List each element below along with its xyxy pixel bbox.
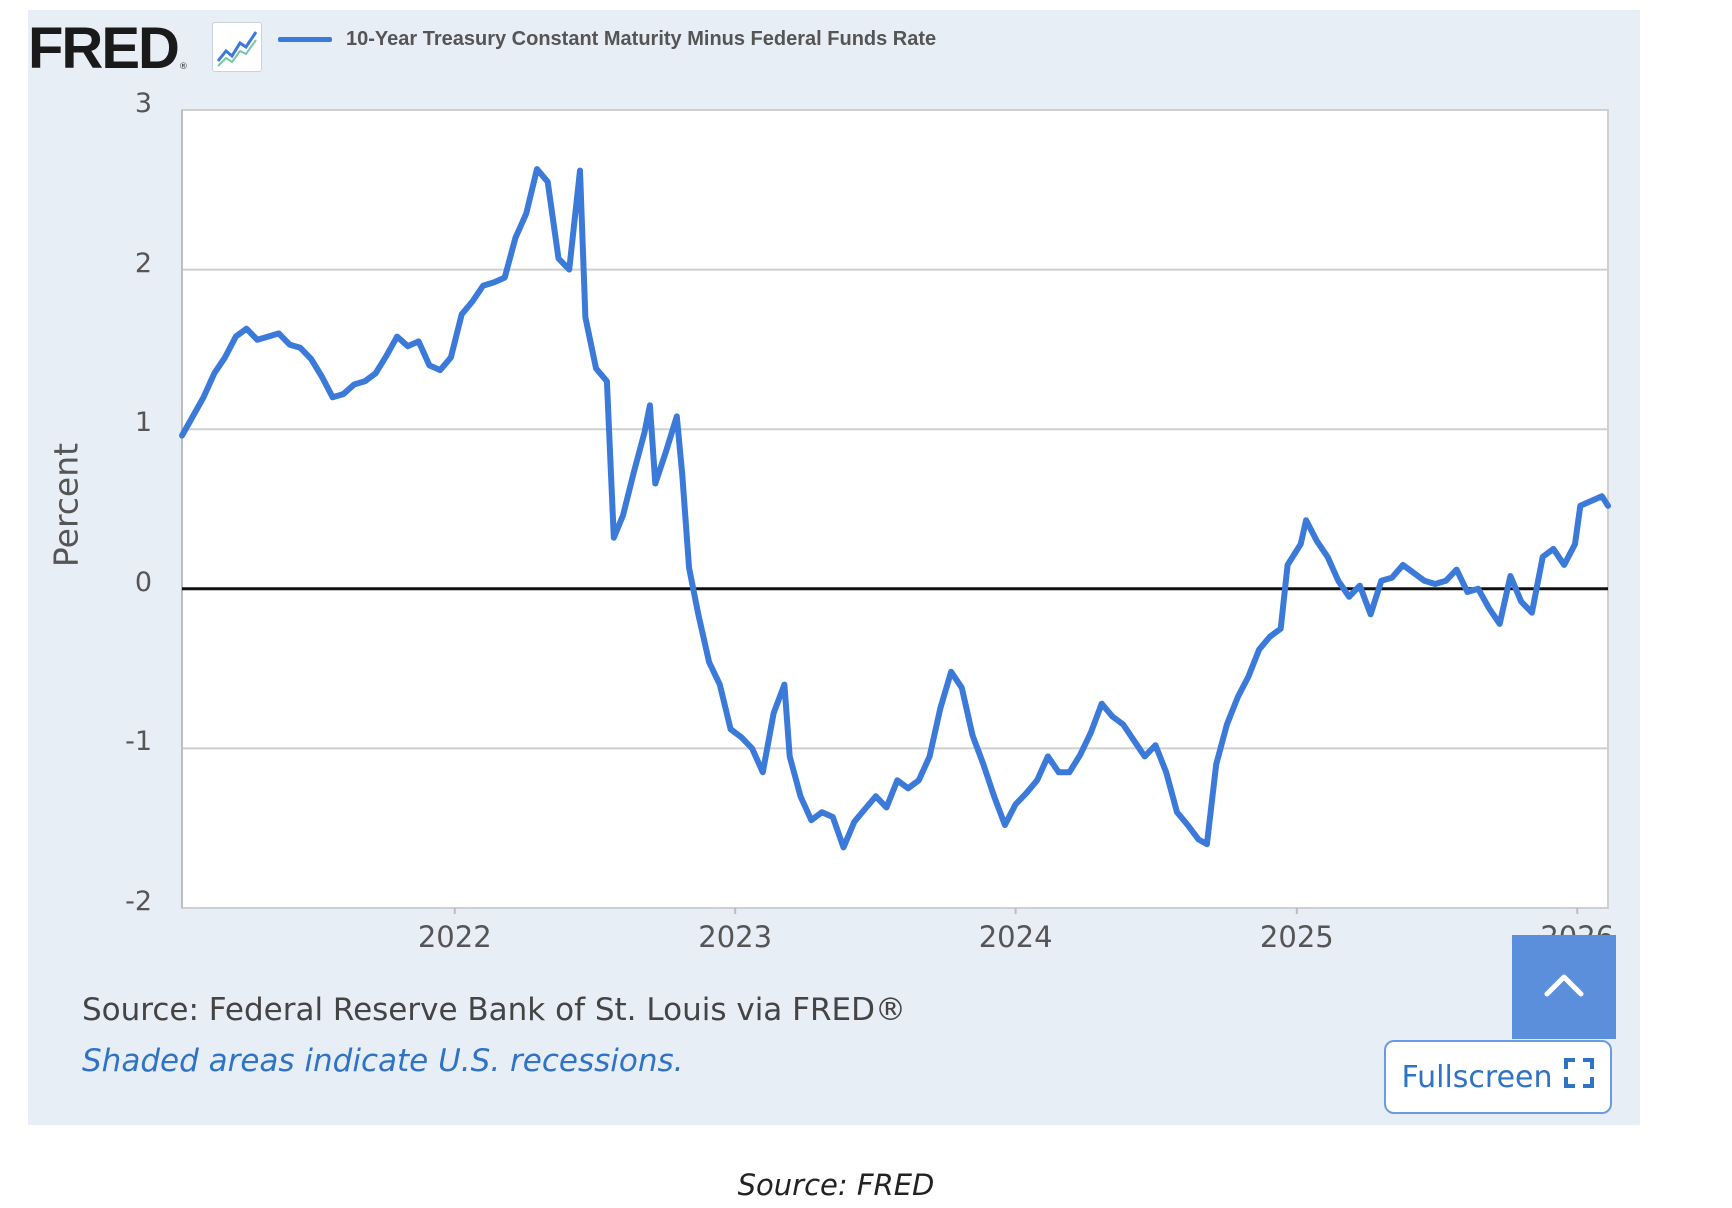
- y-tick-label: 1: [134, 407, 152, 439]
- y-tick-label: 0: [134, 566, 152, 598]
- fred-logo-registered: ®: [178, 62, 188, 72]
- recession-note[interactable]: Shaded areas indicate U.S. recessions.: [82, 1043, 684, 1079]
- x-tick-label: 2023: [698, 920, 773, 954]
- chevron-up-icon: [1543, 972, 1585, 1002]
- x-tick-label: 2025: [1259, 920, 1334, 954]
- expand-icon: [1563, 1057, 1595, 1097]
- series-line[interactable]: [179, 166, 1611, 851]
- y-tick-label: -1: [125, 726, 152, 758]
- x-tick-label: 2022: [417, 920, 492, 954]
- source-note: Source: Federal Reserve Bank of St. Loui…: [82, 992, 906, 1028]
- legend-swatch: [278, 36, 332, 42]
- scroll-to-top-button[interactable]: [1512, 935, 1616, 1039]
- y-tick-label: 3: [134, 88, 152, 119]
- x-tick-label: 2024: [978, 920, 1053, 954]
- fred-logo-text: FRED: [28, 16, 180, 81]
- chart-line-icon[interactable]: [212, 22, 262, 72]
- chart-legend: 10-Year Treasury Constant Maturity Minus…: [278, 26, 936, 52]
- legend-label: 10-Year Treasury Constant Maturity Minus…: [346, 27, 937, 50]
- fullscreen-button[interactable]: Fullscreen: [1384, 1040, 1612, 1114]
- fullscreen-label: Fullscreen: [1401, 1059, 1553, 1095]
- y-tick-label: -2: [125, 886, 152, 917]
- plot-area: [182, 110, 1608, 908]
- y-axis-label: Percent: [46, 442, 86, 568]
- fred-logo[interactable]: FRED ®: [28, 16, 188, 81]
- y-tick-label: 2: [134, 247, 152, 279]
- image-caption: Source: FRED: [737, 1168, 935, 1202]
